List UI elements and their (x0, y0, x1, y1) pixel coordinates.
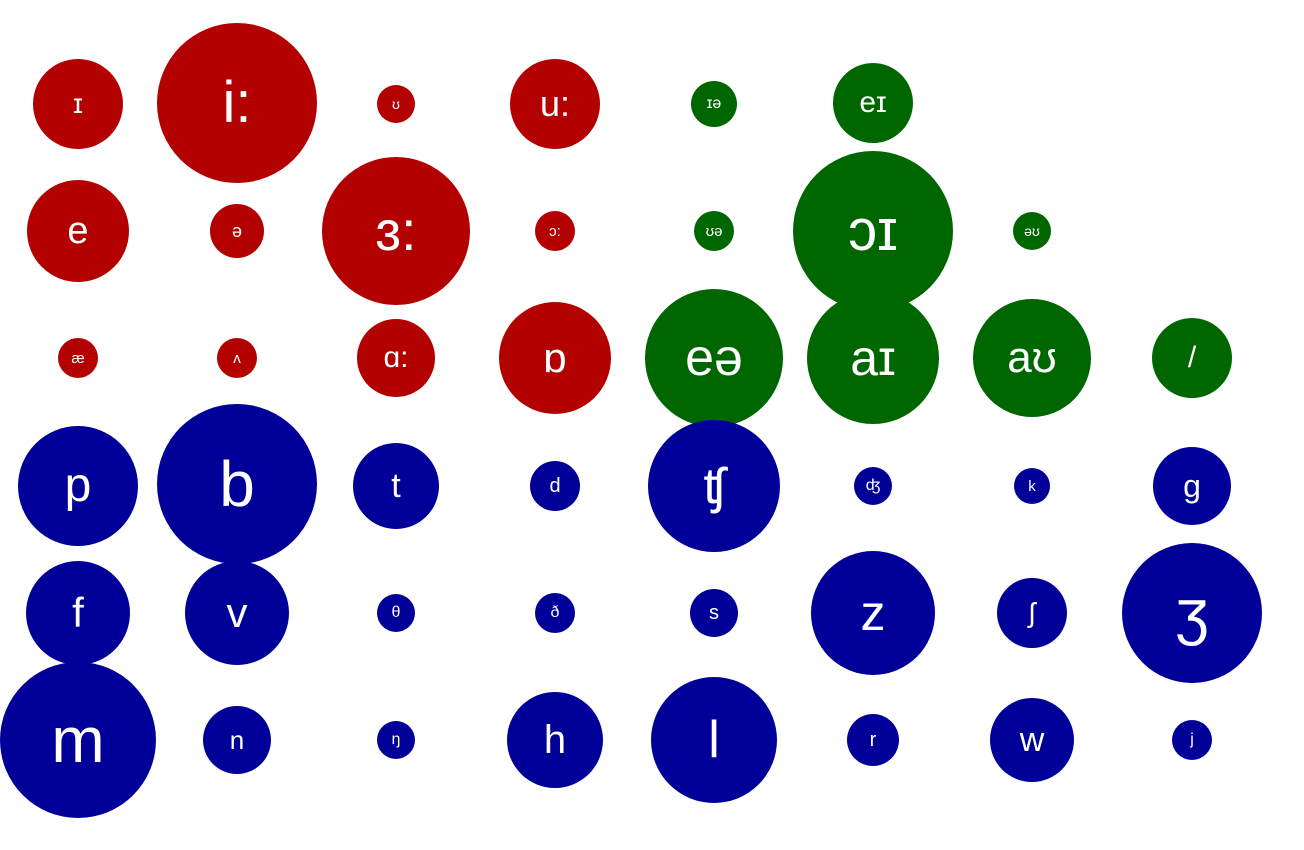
phoneme-symbol: l (708, 711, 720, 769)
phoneme-bubble-consonant[interactable]: z (811, 551, 935, 675)
phoneme-bubble-diphthong[interactable]: / (1152, 318, 1232, 398)
phoneme-bubble-diphthong[interactable]: əʊ (1013, 212, 1051, 250)
phoneme-bubble-consonant[interactable]: w (990, 698, 1074, 782)
phoneme-bubble-consonant[interactable]: t (353, 443, 439, 529)
phoneme-bubble-vowel[interactable]: ə (210, 204, 264, 258)
phoneme-symbol: s (709, 602, 719, 624)
phoneme-bubble-consonant[interactable]: r (847, 714, 899, 766)
phoneme-symbol: aɪ (850, 330, 896, 386)
phoneme-bubble-consonant[interactable]: ʤ (854, 467, 892, 505)
phoneme-bubble-consonant[interactable]: g (1153, 447, 1231, 525)
phoneme-bubble-vowel[interactable]: ɪ (33, 59, 123, 149)
phoneme-symbol: eə (685, 329, 743, 387)
phoneme-symbol: n (229, 725, 245, 755)
phoneme-symbol: æ (71, 349, 85, 367)
phoneme-symbol: aʊ (1007, 333, 1057, 382)
phoneme-bubble-diphthong[interactable]: ɔɪ (793, 151, 953, 311)
phoneme-symbol: z (860, 585, 886, 641)
phoneme-bubble-vowel[interactable]: ɜ: (322, 157, 470, 305)
phoneme-symbol: v (226, 589, 248, 636)
phoneme-bubble-consonant[interactable]: h (507, 692, 603, 788)
phoneme-symbol: əʊ (1024, 223, 1040, 239)
phoneme-bubble-consonant[interactable]: ŋ (377, 721, 415, 759)
phoneme-bubble-consonant[interactable]: θ (377, 594, 415, 632)
phoneme-symbol: k (1028, 477, 1036, 495)
phoneme-bubble-consonant[interactable]: n (203, 706, 271, 774)
phoneme-bubble-vowel[interactable]: ɑ: (357, 319, 435, 397)
phoneme-symbol: m (51, 704, 105, 776)
phoneme-bubble-consonant[interactable]: d (530, 461, 580, 511)
phoneme-bubble-consonant[interactable]: f (26, 561, 130, 665)
phoneme-symbol: ɪə (706, 95, 722, 112)
phoneme-symbol: r (869, 729, 877, 751)
phoneme-bubble-consonant[interactable]: k (1014, 468, 1050, 504)
phoneme-symbol: t (391, 467, 401, 505)
phoneme-symbol: ʒ (1175, 578, 1209, 647)
phoneme-symbol: ʧ (703, 458, 725, 514)
phoneme-symbol: e (67, 210, 89, 252)
phoneme-symbol: p (64, 459, 92, 512)
phoneme-symbol: i: (222, 70, 252, 135)
phoneme-bubble-vowel[interactable]: ʊ (377, 85, 415, 123)
phoneme-bubble-consonant[interactable]: b (157, 404, 317, 564)
phoneme-symbol: j (1190, 731, 1194, 748)
phoneme-bubble-vowel[interactable]: ɔ: (535, 211, 575, 251)
phoneme-symbol: h (543, 718, 567, 762)
phoneme-bubble-consonant[interactable]: p (18, 426, 138, 546)
phoneme-symbol: / (1187, 341, 1197, 374)
phoneme-bubble-diphthong[interactable]: aʊ (973, 299, 1091, 417)
phoneme-bubble-diphthong[interactable]: eə (645, 289, 783, 427)
phoneme-symbol: b (219, 448, 255, 520)
phoneme-symbol: ɑ: (383, 341, 409, 374)
phoneme-symbol: ə (231, 221, 242, 241)
phoneme-bubble-vowel[interactable]: ʌ (217, 338, 257, 378)
phoneme-symbol: g (1183, 468, 1201, 504)
phoneme-bubble-vowel[interactable]: e (27, 180, 129, 282)
phoneme-bubble-consonant[interactable]: j (1172, 720, 1212, 760)
phoneme-symbol: ŋ (391, 731, 401, 748)
phoneme-symbol: ʊə (705, 222, 723, 240)
phoneme-bubble-vowel[interactable]: æ (58, 338, 98, 378)
phoneme-bubble-diphthong[interactable]: eɪ (833, 63, 913, 143)
phoneme-symbol: eɪ (859, 86, 887, 119)
phoneme-symbol: ʤ (865, 477, 881, 494)
phoneme-symbol: ʃ (1028, 597, 1036, 628)
phoneme-bubble-consonant[interactable]: m (0, 662, 156, 818)
phoneme-bubble-consonant[interactable]: l (651, 677, 777, 803)
phoneme-bubble-diphthong[interactable]: ʊə (694, 211, 734, 251)
phoneme-symbol: ɒ (543, 334, 567, 381)
phoneme-bubble-diphthong[interactable]: ɪə (691, 81, 737, 127)
phoneme-symbol: ʌ (233, 349, 241, 367)
phoneme-symbol: d (549, 475, 561, 497)
phoneme-symbol: ɔɪ (848, 198, 898, 263)
phoneme-bubble-consonant[interactable]: ʧ (648, 420, 780, 552)
phoneme-symbol: ɪ (73, 88, 83, 119)
phoneme-symbol: ɜ: (375, 199, 417, 262)
phoneme-bubble-consonant[interactable]: v (185, 561, 289, 665)
phoneme-bubble-vowel[interactable]: ɒ (499, 302, 611, 414)
phoneme-bubble-diphthong[interactable]: aɪ (807, 292, 939, 424)
phoneme-bubble-consonant[interactable]: s (690, 589, 738, 637)
phoneme-symbol: ʊ (392, 96, 400, 112)
phoneme-bubble-vowel[interactable]: u: (510, 59, 600, 149)
phoneme-symbol: ð (550, 604, 560, 621)
phoneme-bubble-consonant[interactable]: ʒ (1122, 543, 1262, 683)
phoneme-bubble-consonant[interactable]: ʃ (997, 578, 1067, 648)
phoneme-bubble-vowel[interactable]: i: (157, 23, 317, 183)
phoneme-symbol: ɔ: (549, 222, 561, 240)
phoneme-symbol: u: (539, 83, 571, 124)
phoneme-symbol: w (1019, 721, 1045, 759)
phoneme-bubble-consonant[interactable]: ð (535, 593, 575, 633)
phoneme-symbol: f (72, 589, 84, 636)
phoneme-symbol: θ (391, 604, 401, 621)
